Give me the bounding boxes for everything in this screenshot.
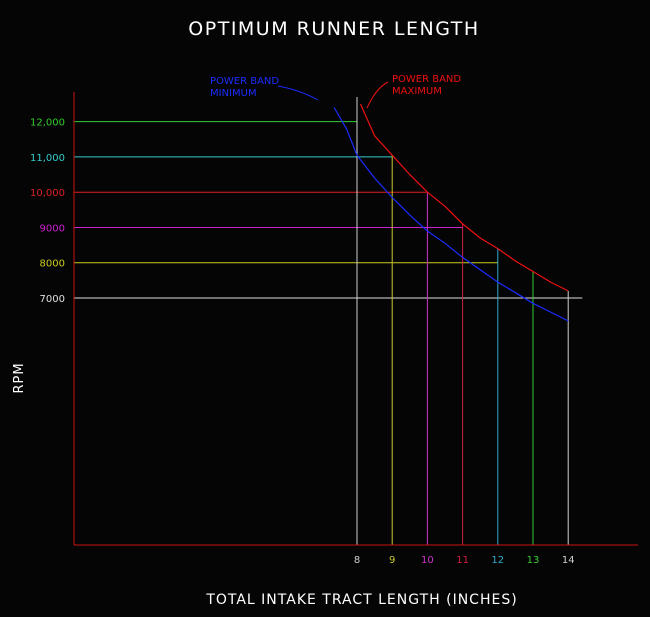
annotation-max-line1: POWER BAND: [392, 74, 461, 85]
y-tick-label-9000: 9000: [40, 223, 65, 234]
annotation-max-leader: [366, 81, 389, 109]
y-tick-label-7000: 7000: [40, 294, 65, 305]
y-tick-label-8000: 8000: [40, 259, 65, 270]
power-band-maximum-curve: [359, 103, 569, 292]
y-axis-label: RPM: [12, 362, 27, 393]
x-tick-label-12: 12: [491, 555, 504, 566]
x-tick-label-14: 14: [562, 555, 575, 566]
annotation-min-leader: [277, 85, 319, 101]
x-axis-label: TOTAL INTAKE TRACT LENGTH (INCHES): [205, 592, 517, 608]
y-tick-label-11000: 11,000: [30, 153, 65, 164]
x-tick-labels: 8 9 10 11 12 13 14: [354, 555, 575, 566]
x-tick-label-11: 11: [456, 555, 469, 566]
x-tick-label-8: 8: [354, 555, 360, 566]
x-tick-label-10: 10: [421, 555, 434, 566]
x-tick-label-9: 9: [389, 555, 395, 566]
axes: [73, 92, 638, 546]
y-tick-label-12000: 12,000: [30, 118, 65, 129]
series-curves: [333, 103, 569, 322]
y-tick-label-10000: 10,000: [30, 188, 65, 199]
annotation-min-line1: POWER BAND: [210, 76, 279, 87]
annotation-max-line2: MAXIMUM: [392, 86, 442, 97]
chart-title: OPTIMUM RUNNER LENGTH: [188, 18, 479, 40]
x-tick-label-13: 13: [527, 555, 540, 566]
y-tick-labels: 12,000 11,000 10,000 9000 8000 7000: [30, 118, 65, 305]
power-band-minimum-curve: [333, 107, 569, 322]
annotation-power-band-minimum: POWER BAND MINIMUM: [210, 76, 319, 101]
annotation-min-line2: MINIMUM: [210, 88, 257, 99]
gridlines: [74, 97, 583, 545]
annotation-power-band-maximum: POWER BAND MAXIMUM: [366, 74, 461, 109]
